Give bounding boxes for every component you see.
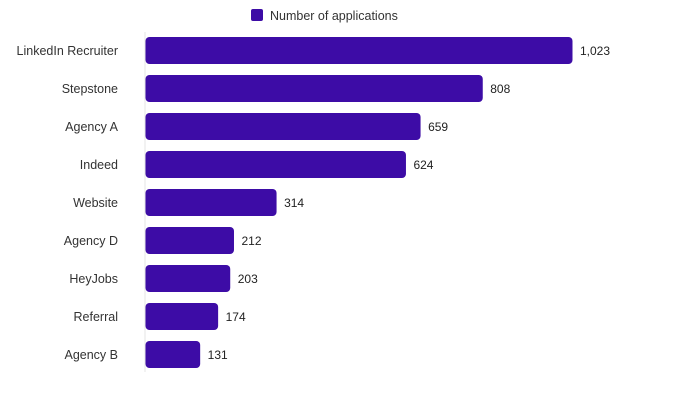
data-label: 659 <box>428 120 448 134</box>
category-label: LinkedIn Recruiter <box>17 44 118 58</box>
category-label: Agency D <box>64 234 118 248</box>
category-label: HeyJobs <box>69 272 118 286</box>
data-label: 624 <box>413 158 433 172</box>
data-label: 212 <box>241 234 261 248</box>
category-label: Agency A <box>65 120 118 134</box>
data-label: 314 <box>284 196 304 210</box>
data-label: 203 <box>238 272 258 286</box>
bar[interactable] <box>145 227 234 254</box>
legend-swatch <box>251 9 263 21</box>
category-label: Website <box>73 196 118 210</box>
bar[interactable] <box>145 37 573 64</box>
category-label: Indeed <box>80 158 118 172</box>
bar[interactable] <box>145 75 483 102</box>
data-label: 1,023 <box>580 44 610 58</box>
bar[interactable] <box>145 113 421 140</box>
legend-label: Number of applications <box>270 9 398 23</box>
bar[interactable] <box>145 151 406 178</box>
bar[interactable] <box>145 189 277 216</box>
bar[interactable] <box>145 341 201 368</box>
category-label: Referral <box>74 310 118 324</box>
data-label: 131 <box>208 348 228 362</box>
bar[interactable] <box>145 303 219 330</box>
data-label: 808 <box>490 82 510 96</box>
category-label: Stepstone <box>62 82 118 96</box>
bar[interactable] <box>145 265 231 292</box>
data-label: 174 <box>226 310 246 324</box>
legend[interactable]: Number of applications <box>251 9 398 23</box>
bars-group: LinkedIn Recruiter 1,023 Stepstone 808 Agenc… <box>17 37 610 368</box>
category-label: Agency B <box>64 348 118 362</box>
